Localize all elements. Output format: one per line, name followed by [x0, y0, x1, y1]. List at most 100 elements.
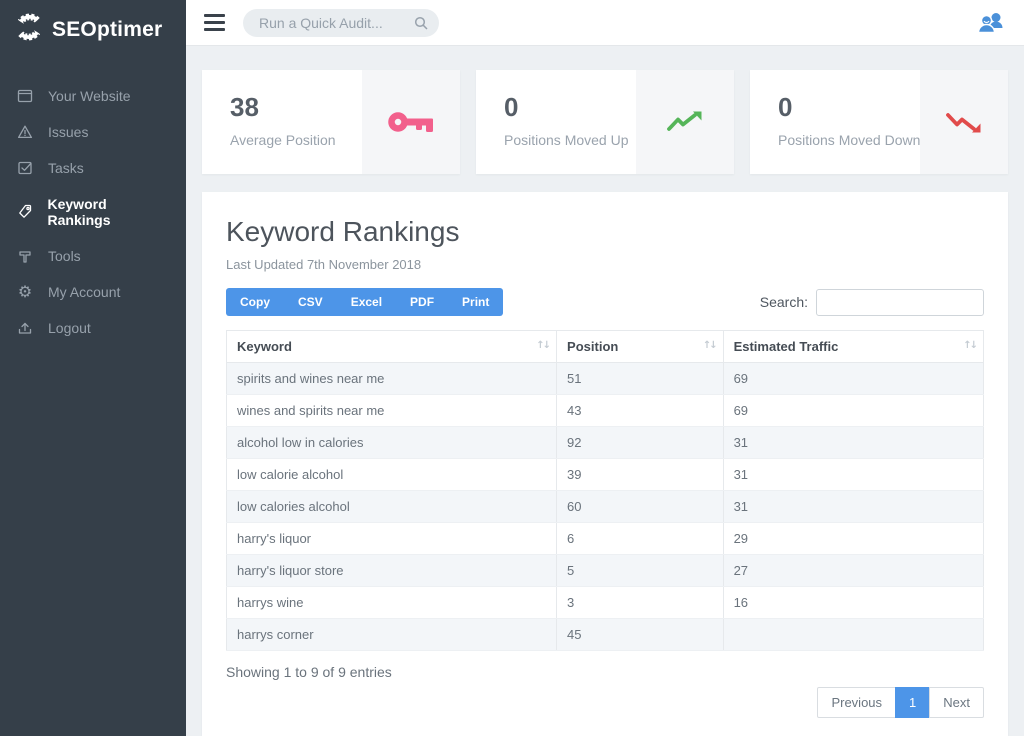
sort-icon: ↑↓ — [536, 340, 551, 351]
table-cell: low calories alcohol — [226, 490, 558, 523]
sidebar-item-label: My Account — [48, 284, 121, 300]
table-cell: low calorie alcohol — [226, 458, 558, 491]
export-button-group: Copy CSV Excel PDF Print — [226, 288, 504, 316]
sidebar-item-label: Your Website — [48, 88, 131, 104]
table-cell: 69 — [723, 394, 984, 427]
last-updated-text: Last Updated 7th November 2018 — [226, 257, 422, 272]
tag-icon — [16, 204, 34, 220]
table-search-label: Search: — [759, 294, 808, 310]
stat-value: 0 — [778, 92, 793, 122]
table-cell: harry's liquor — [226, 522, 558, 555]
current-page-button[interactable]: 1 — [895, 687, 931, 718]
table-cell: 31 — [723, 426, 984, 459]
app-logo[interactable]: SEOptimer — [0, 0, 186, 66]
table-row: spirits and wines near me 51 69 — [226, 362, 984, 395]
stat-value: 38 — [230, 92, 259, 122]
export-copy-button[interactable]: Copy — [226, 288, 284, 316]
gear-icon: ⚙ — [17, 282, 33, 301]
table-row: wines and spirits near me 43 69 — [226, 394, 984, 427]
sidebar-item-label: Issues — [48, 124, 89, 140]
stat-card-positions-moved-down: 0 Positions Moved Down — [750, 70, 1008, 174]
browser-icon — [16, 88, 34, 104]
table-cell: alcohol low in calories — [226, 426, 558, 459]
export-print-button[interactable]: Print — [448, 288, 504, 316]
table-toolbar: Copy CSV Excel PDF Print Search: — [226, 288, 984, 316]
table-cell: 29 — [723, 522, 984, 555]
stat-cards-row: 38 Average Position 0 Positions Moved Up 0 Po… — [202, 70, 1008, 174]
search-icon — [414, 16, 428, 35]
table-cell: 27 — [723, 554, 984, 587]
stat-value: 0 — [504, 92, 519, 122]
trend-up-icon — [666, 110, 704, 134]
sidebar: SEOptimer Your Website Issues Tasks Keyword… — [0, 0, 186, 736]
stat-label: Positions Moved Up — [504, 132, 629, 148]
column-header-keyword[interactable]: Keyword ↑↓ — [226, 330, 558, 363]
table-cell: 43 — [556, 394, 724, 427]
table-cell: 39 — [556, 458, 724, 491]
pagination: Previous 1 Next — [226, 687, 984, 718]
content-area: 38 Average Position 0 Positions Moved Up 0 Po… — [186, 46, 1024, 736]
column-header-label: Estimated Traffic — [733, 339, 839, 354]
hamburger-menu-icon[interactable] — [204, 10, 225, 35]
sort-icon: ↑↓ — [963, 340, 978, 351]
quick-audit-search — [243, 8, 439, 37]
tasks-icon — [16, 160, 34, 176]
table-cell: 6 — [556, 522, 724, 555]
table-search-input[interactable] — [816, 288, 984, 316]
stat-label: Positions Moved Down — [778, 132, 921, 148]
table-cell: 16 — [723, 586, 984, 619]
sort-icon: ↑↓ — [702, 340, 718, 351]
column-header-estimated-traffic[interactable]: Estimated Traffic ↑↓ — [723, 330, 984, 363]
stat-label: Average Position — [230, 132, 336, 148]
trend-down-icon — [945, 110, 983, 134]
key-icon — [388, 108, 434, 136]
table-row: low calories alcohol 60 31 — [226, 490, 984, 523]
table-row: alcohol low in calories 92 31 — [226, 426, 984, 459]
table-row: low calorie alcohol 39 31 — [226, 458, 984, 491]
export-pdf-button[interactable]: PDF — [396, 288, 449, 316]
table-cell: 5 — [556, 554, 724, 587]
table-cell: harry's liquor store — [226, 554, 558, 587]
sidebar-item-my-account[interactable]: ⚙ My Account — [0, 274, 186, 310]
table-cell: wines and spirits near me — [226, 394, 558, 427]
export-excel-button[interactable]: Excel — [336, 288, 397, 316]
warning-icon — [16, 124, 34, 140]
page-title: Keyword Rankings — [226, 216, 460, 247]
previous-page-button[interactable]: Previous — [817, 687, 897, 718]
sidebar-item-logout[interactable]: Logout — [0, 310, 186, 346]
table-cell: 51 — [556, 362, 724, 395]
hammer-icon — [16, 248, 34, 264]
export-csv-button[interactable]: CSV — [284, 288, 337, 316]
table-row: harrys corner 45 — [226, 618, 984, 651]
stat-card-average-position: 38 Average Position — [202, 70, 460, 174]
sidebar-item-your-website[interactable]: Your Website — [0, 78, 186, 114]
column-header-label: Position — [567, 339, 619, 354]
table-cell: 92 — [556, 426, 724, 459]
column-header-label: Keyword — [237, 339, 292, 354]
table-cell: 31 — [723, 490, 984, 523]
table-cell: harrys corner — [226, 618, 558, 651]
logout-icon — [16, 320, 34, 336]
sidebar-item-issues[interactable]: Issues — [0, 114, 186, 150]
table-cell: 60 — [556, 490, 724, 523]
sidebar-item-tools[interactable]: Tools — [0, 238, 186, 274]
quick-audit-input[interactable] — [243, 8, 439, 37]
next-page-button[interactable]: Next — [929, 687, 984, 718]
sidebar-item-keyword-rankings[interactable]: Keyword Rankings — [0, 186, 186, 238]
entries-count-text: Showing 1 to 9 of 9 entries — [226, 664, 392, 680]
users-icon[interactable] — [976, 11, 1006, 35]
sidebar-item-label: Tools — [48, 248, 81, 264]
table-cell: spirits and wines near me — [226, 362, 558, 395]
keyword-rankings-table: Keyword ↑↓ Position ↑↓ Estimated Traffic ↑↓ s… — [226, 330, 984, 651]
table-row: harrys wine 3 16 — [226, 586, 984, 619]
table-header-row: Keyword ↑↓ Position ↑↓ Estimated Traffic ↑↓ — [226, 330, 984, 363]
table-cell: 3 — [556, 586, 724, 619]
sidebar-item-label: Tasks — [48, 160, 84, 176]
sidebar-item-tasks[interactable]: Tasks — [0, 150, 186, 186]
sidebar-nav: Your Website Issues Tasks Keyword Rankings T… — [0, 66, 186, 346]
table-cell: 69 — [723, 362, 984, 395]
column-header-position[interactable]: Position ↑↓ — [556, 330, 724, 363]
seoptimer-gear-logo-icon — [14, 12, 44, 48]
app-logo-text: SEOptimer — [52, 18, 163, 41]
sidebar-item-label: Logout — [48, 320, 91, 336]
